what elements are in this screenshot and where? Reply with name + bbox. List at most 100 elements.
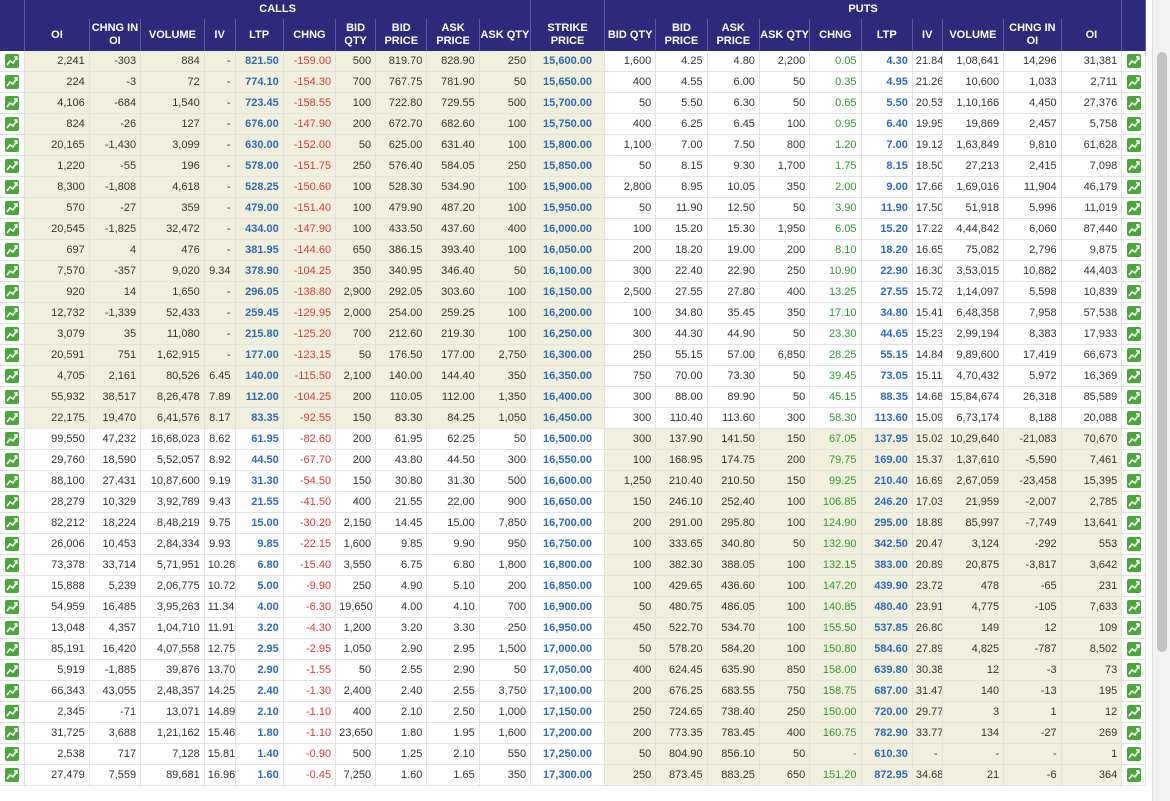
put-ltp-cell[interactable]: 720.00 <box>861 701 913 723</box>
put-ask-price-cell[interactable]: 388.05 <box>707 554 760 576</box>
put-ask-price-cell[interactable]: 35.45 <box>707 302 760 324</box>
call-ask-price-cell[interactable]: 84.25 <box>426 407 480 429</box>
chart-icon[interactable] <box>5 663 20 677</box>
strike-price-cell[interactable]: 16,050.00 <box>530 239 605 261</box>
strike-price-cell[interactable]: 16,650.00 <box>530 491 605 513</box>
chart-icon[interactable] <box>5 726 20 740</box>
col-header-puts-oi[interactable]: OI <box>1061 19 1123 51</box>
call-ask-price-cell[interactable]: 1.95 <box>426 722 480 744</box>
put-bid-price-cell[interactable]: 429.65 <box>655 575 708 597</box>
call-bid-price-cell[interactable]: 767.75 <box>375 71 428 93</box>
col-header-calls-chng[interactable]: CHNG <box>283 19 337 51</box>
call-ltp-cell[interactable]: 83.35 <box>235 407 284 429</box>
strike-price-cell[interactable]: 16,100.00 <box>530 260 605 282</box>
put-ltp-cell[interactable]: 18.20 <box>861 239 913 261</box>
call-ltp-cell[interactable]: 44.50 <box>235 449 284 471</box>
put-ltp-cell[interactable]: 169.00 <box>861 449 913 471</box>
col-header-calls-ask-price[interactable]: ASK PRICE <box>426 19 480 51</box>
put-ltp-cell[interactable]: 342.50 <box>861 533 913 555</box>
put-ask-price-cell[interactable]: 174.75 <box>707 449 760 471</box>
chart-icon[interactable] <box>1126 201 1141 215</box>
call-ltp-cell[interactable]: 296.05 <box>235 281 284 303</box>
strike-price-cell[interactable]: 17,300.00 <box>530 764 605 786</box>
put-ask-price-cell[interactable]: 856.10 <box>707 743 760 765</box>
chart-icon[interactable] <box>1126 768 1141 782</box>
call-bid-price-cell[interactable]: 14.45 <box>375 512 428 534</box>
call-ltp-cell[interactable]: 479.00 <box>235 197 284 219</box>
put-ask-price-cell[interactable]: 683.55 <box>707 680 760 702</box>
call-ask-price-cell[interactable]: 112.00 <box>426 386 480 408</box>
chart-icon[interactable] <box>1126 642 1141 656</box>
call-bid-price-cell[interactable]: 4.00 <box>375 596 428 618</box>
col-header-puts-iv[interactable]: IV <box>912 19 943 51</box>
call-ask-price-cell[interactable]: 259.25 <box>426 302 480 324</box>
call-ltp-cell[interactable]: 31.30 <box>235 470 284 492</box>
chart-icon[interactable] <box>1126 180 1141 194</box>
call-ask-price-cell[interactable]: 44.50 <box>426 449 480 471</box>
put-ask-price-cell[interactable]: 15.30 <box>707 218 760 240</box>
call-ask-price-cell[interactable]: 3.30 <box>426 617 480 639</box>
call-ltp-cell[interactable]: 259.45 <box>235 302 284 324</box>
call-ltp-cell[interactable]: 1.60 <box>235 764 284 786</box>
call-ask-price-cell[interactable]: 144.40 <box>426 365 480 387</box>
call-ask-price-cell[interactable]: 15.00 <box>426 512 480 534</box>
call-ask-price-cell[interactable]: 346.40 <box>426 260 480 282</box>
put-ltp-cell[interactable]: 11.90 <box>861 197 913 219</box>
put-bid-price-cell[interactable]: 88.00 <box>655 386 708 408</box>
chart-icon[interactable] <box>1126 474 1141 488</box>
put-ltp-cell[interactable]: 8.15 <box>861 155 913 177</box>
strike-price-cell[interactable]: 16,400.00 <box>530 386 605 408</box>
put-ask-price-cell[interactable]: 12.50 <box>707 197 760 219</box>
put-ask-price-cell[interactable]: 635.90 <box>707 659 760 681</box>
put-ask-price-cell[interactable]: 295.80 <box>707 512 760 534</box>
put-ask-price-cell[interactable]: 141.50 <box>707 428 760 450</box>
call-ask-price-cell[interactable]: 2.55 <box>426 680 480 702</box>
chart-icon[interactable] <box>1126 621 1141 635</box>
call-bid-price-cell[interactable]: 292.05 <box>375 281 428 303</box>
chart-icon[interactable] <box>5 621 20 635</box>
put-bid-price-cell[interactable]: 333.65 <box>655 533 708 555</box>
call-ask-price-cell[interactable]: 5.10 <box>426 575 480 597</box>
put-bid-price-cell[interactable]: 578.20 <box>655 638 708 660</box>
call-bid-price-cell[interactable]: 672.70 <box>375 113 428 135</box>
put-ask-price-cell[interactable]: 10.05 <box>707 176 760 198</box>
chart-icon[interactable] <box>5 264 20 278</box>
strike-price-cell[interactable]: 17,000.00 <box>530 638 605 660</box>
put-bid-price-cell[interactable]: 4.25 <box>655 51 708 72</box>
call-ltp-cell[interactable]: 6.80 <box>235 554 284 576</box>
call-ask-price-cell[interactable]: 534.90 <box>426 176 480 198</box>
call-bid-price-cell[interactable]: 2.55 <box>375 659 428 681</box>
call-ltp-cell[interactable]: 774.10 <box>235 71 284 93</box>
put-bid-price-cell[interactable]: 18.20 <box>655 239 708 261</box>
chart-icon[interactable] <box>5 390 20 404</box>
call-bid-price-cell[interactable]: 1.60 <box>375 764 428 786</box>
chart-icon[interactable] <box>5 243 20 257</box>
put-ltp-cell[interactable]: 55.15 <box>861 344 913 366</box>
put-bid-price-cell[interactable]: 11.90 <box>655 197 708 219</box>
put-ltp-cell[interactable]: 584.60 <box>861 638 913 660</box>
chart-icon[interactable] <box>5 453 20 467</box>
put-ltp-cell[interactable]: 44.65 <box>861 323 913 345</box>
call-ask-price-cell[interactable]: 6.80 <box>426 554 480 576</box>
put-ask-price-cell[interactable]: 19.00 <box>707 239 760 261</box>
call-ask-price-cell[interactable]: 177.00 <box>426 344 480 366</box>
call-bid-price-cell[interactable]: 21.55 <box>375 491 428 513</box>
strike-price-cell[interactable]: 15,750.00 <box>530 113 605 135</box>
chart-icon[interactable] <box>1126 537 1141 551</box>
chart-icon[interactable] <box>5 768 20 782</box>
put-ltp-cell[interactable]: 9.00 <box>861 176 913 198</box>
call-bid-price-cell[interactable]: 43.80 <box>375 449 428 471</box>
call-ltp-cell[interactable]: 15.00 <box>235 512 284 534</box>
call-bid-price-cell[interactable]: 6.75 <box>375 554 428 576</box>
call-ltp-cell[interactable]: 2.95 <box>235 638 284 660</box>
call-bid-price-cell[interactable]: 61.95 <box>375 428 428 450</box>
strike-price-cell[interactable]: 15,800.00 <box>530 134 605 156</box>
call-ltp-cell[interactable]: 378.90 <box>235 260 284 282</box>
chart-icon[interactable] <box>5 705 20 719</box>
call-ltp-cell[interactable]: 434.00 <box>235 218 284 240</box>
chart-icon[interactable] <box>1126 264 1141 278</box>
call-ask-price-cell[interactable]: 781.90 <box>426 71 480 93</box>
call-ask-price-cell[interactable]: 729.55 <box>426 92 480 114</box>
strike-price-cell[interactable]: 16,000.00 <box>530 218 605 240</box>
put-ask-price-cell[interactable]: 6.00 <box>707 71 760 93</box>
